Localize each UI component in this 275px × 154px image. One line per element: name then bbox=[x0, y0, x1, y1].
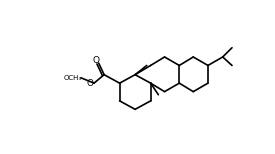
Text: O: O bbox=[92, 56, 99, 65]
Text: O: O bbox=[87, 79, 94, 88]
Text: OCH₃: OCH₃ bbox=[64, 75, 82, 81]
